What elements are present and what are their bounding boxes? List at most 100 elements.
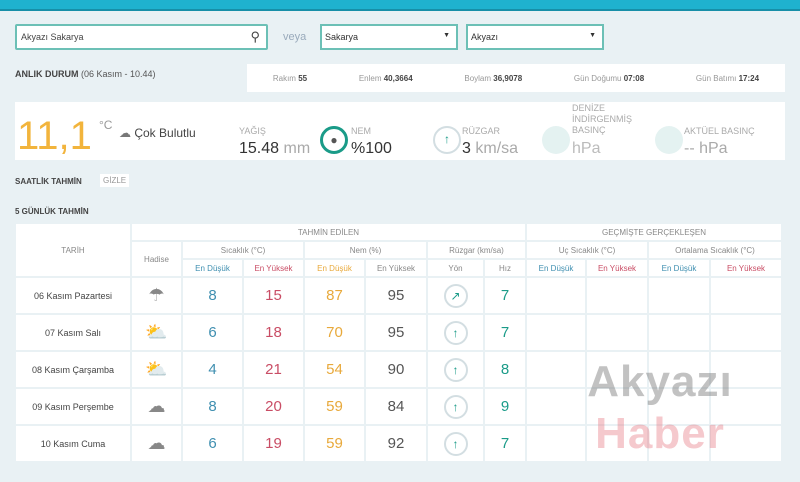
col-yuksek: En Yüksek <box>244 260 303 276</box>
empty-cell <box>649 389 709 424</box>
pressure-icon <box>655 126 683 154</box>
temp-high: 18 <box>244 315 303 350</box>
empty-cell <box>587 352 647 387</box>
wind-direction: ↑ <box>428 352 483 387</box>
col-yon: Yön <box>428 260 483 276</box>
rakim: Rakım 55 <box>272 73 308 83</box>
wind-arrow-icon: ↗ <box>443 283 468 308</box>
veya-label: veya <box>283 31 307 43</box>
col-ruzgar: Rüzgar (km/sa) <box>428 242 525 258</box>
humidity-low: 54 <box>305 352 364 387</box>
empty-cell <box>711 315 781 350</box>
enlem: Enlem 40,3664 <box>358 73 413 83</box>
cloud-icon: ☁ <box>119 126 131 140</box>
partly-cloudy-icon: ⛅ <box>132 352 181 387</box>
temp-low: 6 <box>183 426 242 461</box>
empty-cell <box>649 278 709 313</box>
empty-cell <box>711 389 781 424</box>
empty-cell <box>587 426 647 461</box>
table-row: 07 Kasım Salı ⛅ 6 18 70 95 ↑ 7 <box>16 315 781 350</box>
wind-arrow-icon: ↑ <box>443 394 468 419</box>
col-yuksek: En Yüksek <box>587 260 647 276</box>
empty-cell <box>527 352 585 387</box>
wind-arrow-icon: ↑ <box>443 357 468 382</box>
gizle-button[interactable]: GİZLE <box>100 174 130 187</box>
gun-dogumu: Gün Doğumu 07:08 <box>573 73 645 83</box>
district-select[interactable]: Akyazı ▼ <box>466 24 604 50</box>
deniz-basinc-value: hPa <box>572 140 601 157</box>
pressure-icon <box>542 126 570 154</box>
humidity-low: 59 <box>305 426 364 461</box>
temp-high: 15 <box>244 278 303 313</box>
table-row: 10 Kasım Cuma ☁ 6 19 59 92 ↑ 7 <box>16 426 781 461</box>
col-tarih: TARİH <box>16 224 130 276</box>
date: 06 Kasım Pazartesi <box>16 278 130 313</box>
empty-cell <box>711 426 781 461</box>
empty-cell <box>711 352 781 387</box>
temp-low: 4 <box>183 352 242 387</box>
temp-high: 21 <box>244 352 303 387</box>
temp-low: 6 <box>183 315 242 350</box>
top-bar <box>0 0 800 11</box>
aktuel-basinc-label: AKTÜEL BASINÇ <box>684 126 755 136</box>
empty-cell <box>587 389 647 424</box>
search-icon[interactable]: ⚲ <box>250 29 260 44</box>
gunluk-heading: 5 GÜNLÜK TAHMİN <box>15 207 89 216</box>
wind-arrow-icon: ↑ <box>443 320 468 345</box>
nem-label: NEM <box>351 126 371 136</box>
table-row: 08 Kasım Çarşamba ⛅ 4 21 54 90 ↑ 8 <box>16 352 781 387</box>
empty-cell <box>649 352 709 387</box>
temp-high: 20 <box>244 389 303 424</box>
deniz-basinc-label: DENİZE İNDİRGENMİŞ BASINÇ <box>572 103 633 135</box>
wind-speed: 7 <box>485 315 525 350</box>
col-gecmis: GEÇMİŞTE GERÇEKLEŞEN <box>527 224 781 240</box>
date: 08 Kasım Çarşamba <box>16 352 130 387</box>
rain-cloud-icon: ☂ <box>132 278 181 313</box>
wind-speed: 9 <box>485 389 525 424</box>
date: 07 Kasım Salı <box>16 315 130 350</box>
current-conditions: 11,1 °C ☁ Çok Bulutlu YAĞIŞ 15.48 mm ● N… <box>15 102 785 160</box>
empty-cell <box>587 315 647 350</box>
col-hiz: Hız <box>485 260 525 276</box>
nem-value: %100 <box>351 140 392 157</box>
wind-direction: ↑ <box>428 426 483 461</box>
empty-cell <box>649 426 709 461</box>
empty-cell <box>711 278 781 313</box>
province-value: Sakarya <box>325 32 359 42</box>
col-tahmin: TAHMİN EDİLEN <box>132 224 525 240</box>
cloud-icon: ☁ <box>132 389 181 424</box>
empty-cell <box>587 278 647 313</box>
wind-speed: 7 <box>485 426 525 461</box>
yagis-value: 15.48 mm <box>239 140 311 157</box>
condition: ☁ Çok Bulutlu <box>119 126 196 140</box>
temp-high: 19 <box>244 426 303 461</box>
humidity-high: 84 <box>366 389 426 424</box>
partly-cloudy-icon: ⛅ <box>132 315 181 350</box>
empty-cell <box>527 389 585 424</box>
humidity-high: 95 <box>366 278 426 313</box>
empty-cell <box>649 315 709 350</box>
cloud-icon: ☁ <box>132 426 181 461</box>
wind-arrow-icon: ↑ <box>443 431 468 456</box>
humidity-high: 90 <box>366 352 426 387</box>
dropdown-arrow-icon: ▼ <box>443 32 450 39</box>
col-dusuk: En Düşük <box>183 260 242 276</box>
temp-low: 8 <box>183 278 242 313</box>
search-box[interactable]: ⚲ <box>15 24 268 50</box>
temp-low: 8 <box>183 389 242 424</box>
province-select[interactable]: Sakarya ▼ <box>320 24 458 50</box>
saatlik-heading: SAATLİK TAHMİN <box>15 177 82 186</box>
date: 10 Kasım Cuma <box>16 426 130 461</box>
boylam: Boylam 36,9078 <box>464 73 523 83</box>
ruzgar-value: 3 km/sa <box>462 140 519 157</box>
col-nem: Nem (%) <box>305 242 426 258</box>
search-input[interactable] <box>17 26 237 48</box>
current-temp: 11,1 <box>17 114 92 158</box>
ruzgar-label: RÜZGAR <box>462 126 500 136</box>
empty-cell <box>527 315 585 350</box>
anlik-durum-heading: ANLIK DURUM (06 Kasım - 10.44) <box>15 69 156 79</box>
forecast-table: TARİH TAHMİN EDİLEN GEÇMİŞTE GERÇEKLEŞEN H… <box>14 222 783 463</box>
col-yuksek: En Yüksek <box>711 260 781 276</box>
humidity-low: 59 <box>305 389 364 424</box>
wind-speed: 7 <box>485 278 525 313</box>
